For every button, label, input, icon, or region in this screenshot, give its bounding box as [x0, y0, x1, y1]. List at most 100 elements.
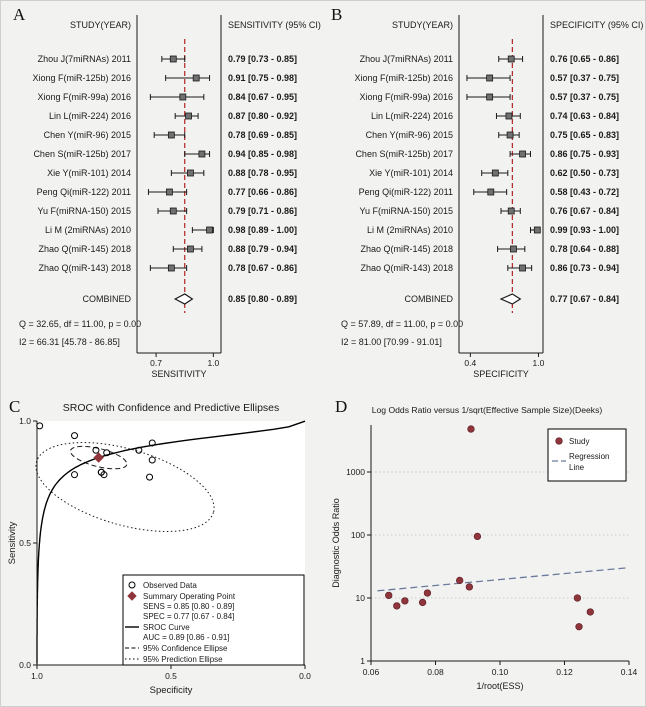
effect-estimate-text: 0.98 [0.89 - 1.00]	[228, 225, 297, 235]
effect-estimate-text: 0.84 [0.67 - 0.95]	[228, 92, 297, 102]
effect-estimate-text: 0.57 [0.37 - 0.75]	[550, 73, 619, 83]
effect-square	[519, 150, 526, 158]
effect-square	[169, 55, 177, 63]
effect-estimate-text: 0.79 [0.71 - 0.86]	[228, 206, 297, 216]
effect-square	[507, 207, 515, 215]
effect-estimate-text: 0.74 [0.63 - 0.84]	[550, 111, 619, 121]
chart-title: Log Odds Ratio versus 1/sqrt(Effective S…	[372, 405, 603, 415]
effect-square	[169, 207, 177, 215]
y-tick-label: 1000	[346, 467, 365, 477]
heterogeneity-q-text: Q = 32.65, df = 11.00, p = 0.00	[19, 319, 141, 329]
effect-estimate-text: 0.62 [0.50 - 0.73]	[550, 168, 619, 178]
legend-regression-label-2: Line	[569, 463, 585, 472]
observed-point	[71, 432, 79, 440]
effect-square	[505, 112, 513, 120]
study-label: Lin L(miR-224) 2016	[49, 111, 131, 121]
combined-diamond	[173, 293, 194, 305]
x-tick-label: 1.0	[31, 671, 43, 681]
effect-estimate-text: 0.86 [0.73 - 0.94]	[550, 263, 619, 273]
x-tick-label: 0.0	[299, 671, 311, 681]
effect-square	[198, 150, 206, 158]
study-label: Chen S(miR-125b) 2017	[355, 149, 453, 159]
effect-estimate-text: 0.99 [0.93 - 1.00]	[550, 225, 619, 235]
observed-point	[148, 456, 156, 464]
legend-summary-label: Summary Operating Point	[143, 592, 236, 601]
x-tick-label: 0.08	[427, 667, 444, 677]
heterogeneity-i2-text: I2 = 66.31 [45.78 - 86.85]	[19, 337, 120, 347]
study-label: Xie Y(miR-101) 2014	[47, 168, 131, 178]
x-tick-label: 1.0	[533, 358, 545, 368]
effect-estimate-text: 0.76 [0.65 - 0.86]	[550, 54, 619, 64]
study-point	[418, 598, 427, 607]
effect-estimate-text: 0.94 [0.85 - 0.98]	[228, 149, 297, 159]
y-tick-label: 100	[351, 530, 365, 540]
study-label: Xiong F(miR-99a) 2016	[37, 92, 131, 102]
forest-plot-sensitivity: STUDY(YEAR) SENSITIVITY (95% CI) Zhou J(7m…	[19, 15, 321, 379]
legend-summary-marker	[127, 591, 137, 601]
legend-prediction-label: 95% Prediction Ellipse	[143, 655, 223, 664]
effect-estimate-text: 0.78 [0.69 - 0.85]	[228, 130, 297, 140]
effect-square	[533, 226, 541, 234]
study-label: Chen Y(miR-96) 2015	[366, 130, 453, 140]
study-point	[586, 608, 594, 616]
study-label: Zhao Q(miR-145) 2018	[38, 244, 131, 254]
effect-square	[167, 264, 175, 272]
x-tick-label: 0.5	[165, 671, 177, 681]
effect-estimate-text: 0.87 [0.80 - 0.92]	[228, 111, 297, 121]
x-axis-title: Specificity	[150, 685, 193, 696]
study-label: Chen Y(miR-96) 2015	[44, 130, 131, 140]
study-label: Peng Qi(miR-122) 2011	[359, 187, 453, 197]
effect-estimate-text: 0.77 [0.66 - 0.86]	[228, 187, 297, 197]
study-label: Zhao Q(miR-143) 2018	[38, 263, 131, 273]
effect-estimate-text: 0.75 [0.65 - 0.83]	[550, 130, 619, 140]
effect-estimate-text: 0.57 [0.37 - 0.75]	[550, 92, 619, 102]
study-point	[473, 532, 482, 541]
study-point	[393, 602, 401, 610]
study-label: Zhou J(7miRNAs) 2011	[360, 54, 453, 64]
study-label: Lin L(miR-224) 2016	[371, 111, 453, 121]
x-tick-label: 0.7	[150, 358, 162, 368]
legend-auc-value: AUC = 0.89 [0.86 - 0.91]	[143, 633, 230, 642]
x-tick-label: 0.10	[492, 667, 509, 677]
effect-square	[510, 245, 517, 253]
legend-study-label: Study	[569, 437, 589, 446]
study-label: Chen S(miR-125b) 2017	[33, 149, 131, 159]
x-tick-label: 0.12	[556, 667, 573, 677]
observed-point	[97, 468, 105, 476]
y-tick-label: 1	[360, 656, 365, 666]
study-point	[575, 623, 583, 631]
study-point	[573, 594, 582, 602]
effect-estimate-text: 0.86 [0.75 - 0.93]	[550, 149, 619, 159]
legend-confidence-label: 95% Confidence Ellipse	[143, 644, 228, 653]
combined-estimate-text: 0.77 [0.67 - 0.84]	[550, 294, 619, 304]
study-label: Yu F(miRNA-150) 2015	[359, 206, 453, 216]
study-label: Xie Y(miR-101) 2014	[369, 168, 453, 178]
x-axis-title: 1/root(ESS)	[476, 681, 523, 691]
y-tick-label: 10	[356, 593, 366, 603]
effect-square	[167, 131, 175, 139]
combined-label: COMBINED	[82, 294, 131, 304]
observed-point	[135, 446, 143, 454]
column-header-estimate: SENSITIVITY (95% CI)	[228, 20, 321, 30]
effect-square	[519, 264, 526, 272]
effect-square	[487, 188, 495, 196]
panel-label-c: C	[9, 397, 21, 416]
y-tick-label: 1.0	[19, 416, 31, 426]
column-header-study: STUDY(YEAR)	[392, 20, 453, 30]
effect-square	[187, 169, 194, 177]
observed-point	[148, 439, 156, 447]
study-label: Xiong F(miR-125b) 2016	[32, 73, 131, 83]
combined-label: COMBINED	[404, 294, 453, 304]
study-point	[401, 597, 409, 605]
heterogeneity-i2-text: I2 = 81.00 [70.99 - 91.01]	[341, 337, 442, 347]
y-tick-label: 0.0	[19, 660, 31, 670]
study-label: Zhou J(7miRNAs) 2011	[38, 54, 131, 64]
effect-estimate-text: 0.88 [0.79 - 0.94]	[228, 244, 297, 254]
effect-estimate-text: 0.58 [0.43 - 0.72]	[550, 187, 619, 197]
combined-diamond	[499, 293, 522, 305]
study-label: Zhao Q(miR-145) 2018	[360, 244, 453, 254]
panel-label-d: D	[335, 397, 348, 416]
legend-observed-label: Observed Data	[143, 581, 197, 590]
regression-line	[377, 567, 626, 592]
